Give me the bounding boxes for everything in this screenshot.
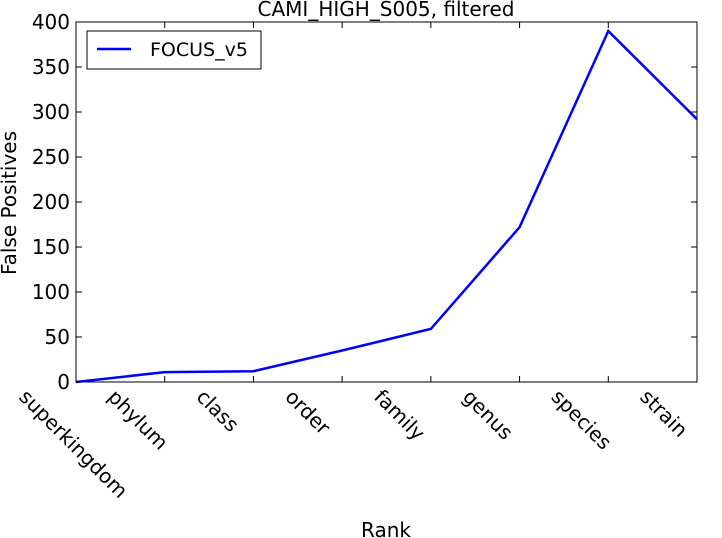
x-tick-label: strain <box>635 385 692 442</box>
series-line-focus-v5 <box>75 28 698 384</box>
x-tick-label: class <box>192 385 244 437</box>
x-tick-label: order <box>281 385 336 440</box>
x-tick-label: genus <box>458 385 518 445</box>
chart-title: CAMI_HIGH_S005, filtered <box>258 0 515 21</box>
y-tick-label: 0 <box>57 370 70 394</box>
y-tick-label: 150 <box>32 235 70 259</box>
y-axis-ticks: 0 50 100 150 200 250 300 350 400 <box>32 10 697 394</box>
y-tick-label: 100 <box>32 280 70 304</box>
x-tick-label: phylum <box>103 385 173 455</box>
y-tick-label: 300 <box>32 100 70 124</box>
legend-label-focus-v5: FOCUS_v5 <box>150 39 248 61</box>
y-tick-label: 200 <box>32 190 70 214</box>
legend: FOCUS_v5 <box>86 30 262 70</box>
plot-frame <box>75 21 698 383</box>
y-tick-label: 50 <box>45 325 70 349</box>
y-tick-label: 400 <box>32 10 70 34</box>
x-axis-label: Rank <box>361 518 411 538</box>
y-tick-label: 250 <box>32 145 70 169</box>
x-tick-label: species <box>547 385 617 455</box>
y-tick-label: 350 <box>32 55 70 79</box>
x-tick-label: family <box>369 385 430 446</box>
plot-area <box>75 21 698 384</box>
y-axis-label: False Positives <box>0 131 21 275</box>
